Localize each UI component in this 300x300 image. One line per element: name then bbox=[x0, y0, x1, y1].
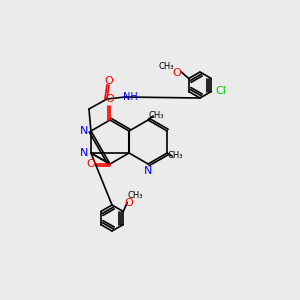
Text: O: O bbox=[87, 159, 95, 169]
Text: N: N bbox=[144, 166, 152, 176]
Text: CH₃: CH₃ bbox=[159, 62, 175, 71]
Text: CH₃: CH₃ bbox=[128, 191, 143, 200]
Text: CH₃: CH₃ bbox=[167, 152, 183, 160]
Text: O: O bbox=[106, 94, 114, 104]
Text: O: O bbox=[124, 199, 133, 208]
Text: Cl: Cl bbox=[216, 86, 227, 97]
Text: N: N bbox=[80, 126, 88, 136]
Text: NH: NH bbox=[123, 92, 137, 102]
Text: O: O bbox=[172, 68, 181, 79]
Text: O: O bbox=[105, 76, 113, 86]
Text: N: N bbox=[80, 148, 88, 158]
Text: CH₃: CH₃ bbox=[148, 110, 164, 119]
